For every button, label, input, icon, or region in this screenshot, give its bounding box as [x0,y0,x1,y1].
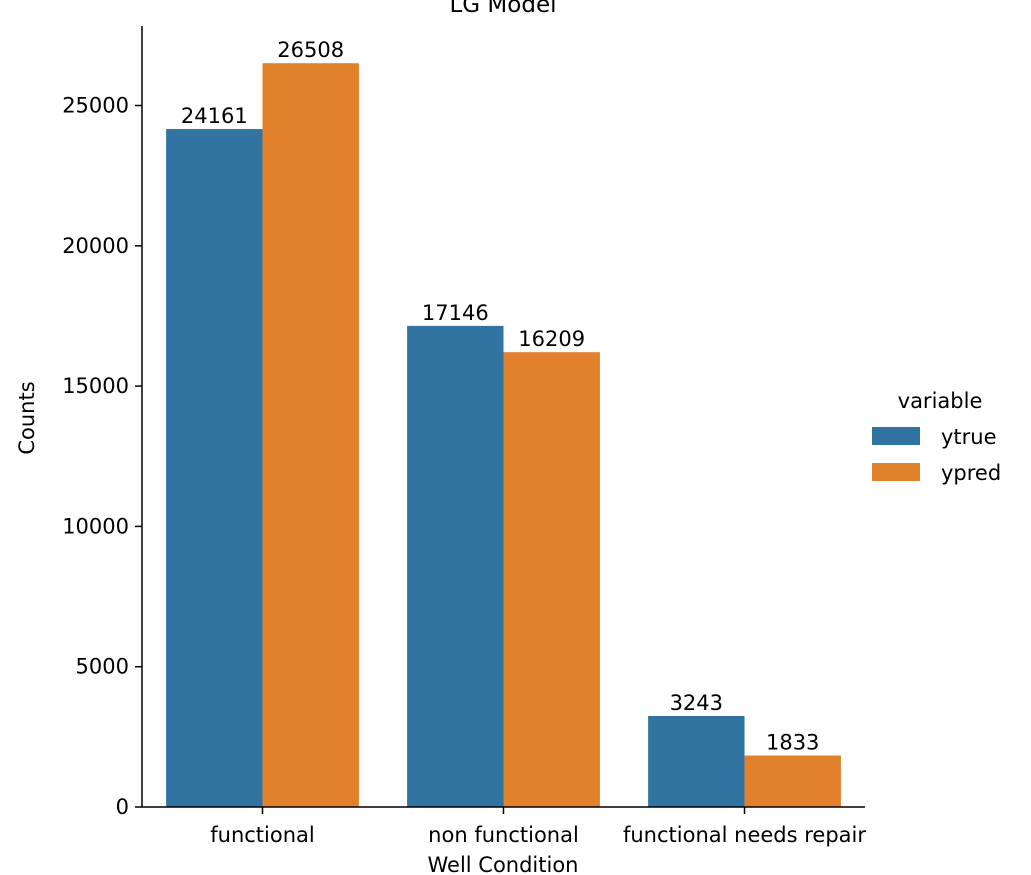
bar-ytrue-0 [166,129,263,808]
data-label-ytrue-1: 17146 [422,301,489,325]
data-label-ytrue-0: 24161 [181,104,248,128]
x-axis-label: Well Condition [427,853,578,875]
data-labels-group: 24161 26508 17146 16209 3243 1833 [181,38,820,754]
x-tick-label: functional needs repair [623,823,866,847]
bar-ytrue-1 [407,325,504,807]
x-axis: functional non functional functional needs… [142,806,866,847]
legend-label-ytrue: ytrue [941,425,997,449]
data-label-ypred-0: 26508 [277,38,344,62]
y-tick-label: 10000 [62,514,129,538]
bars-group [166,63,841,808]
chart-title: LG Model [449,0,556,18]
legend: variable ytrue ypred [872,389,1001,485]
legend-title: variable [898,389,983,413]
data-label-ytrue-2: 3243 [670,691,723,715]
x-tick-label: functional [210,823,315,847]
legend-swatch-ytrue [872,427,920,445]
bar-ytrue-2 [648,716,745,807]
y-axis-label: Counts [15,381,39,454]
y-tick-label: 0 [116,795,129,819]
data-label-ypred-2: 1833 [766,731,819,755]
y-axis: 0 5000 10000 15000 20000 25000 [62,26,143,819]
bar-ypred-1 [503,352,600,807]
y-tick-label: 15000 [62,374,129,398]
bar-ypred-2 [744,755,841,807]
data-label-ypred-1: 16209 [518,327,585,351]
legend-swatch-ypred [872,463,920,481]
bar-ypred-0 [262,63,359,808]
x-tick-label: non functional [428,823,579,847]
y-tick-label: 5000 [76,655,129,679]
y-tick-label: 25000 [62,94,129,118]
legend-label-ypred: ypred [941,461,1001,485]
y-tick-label: 20000 [62,234,129,258]
